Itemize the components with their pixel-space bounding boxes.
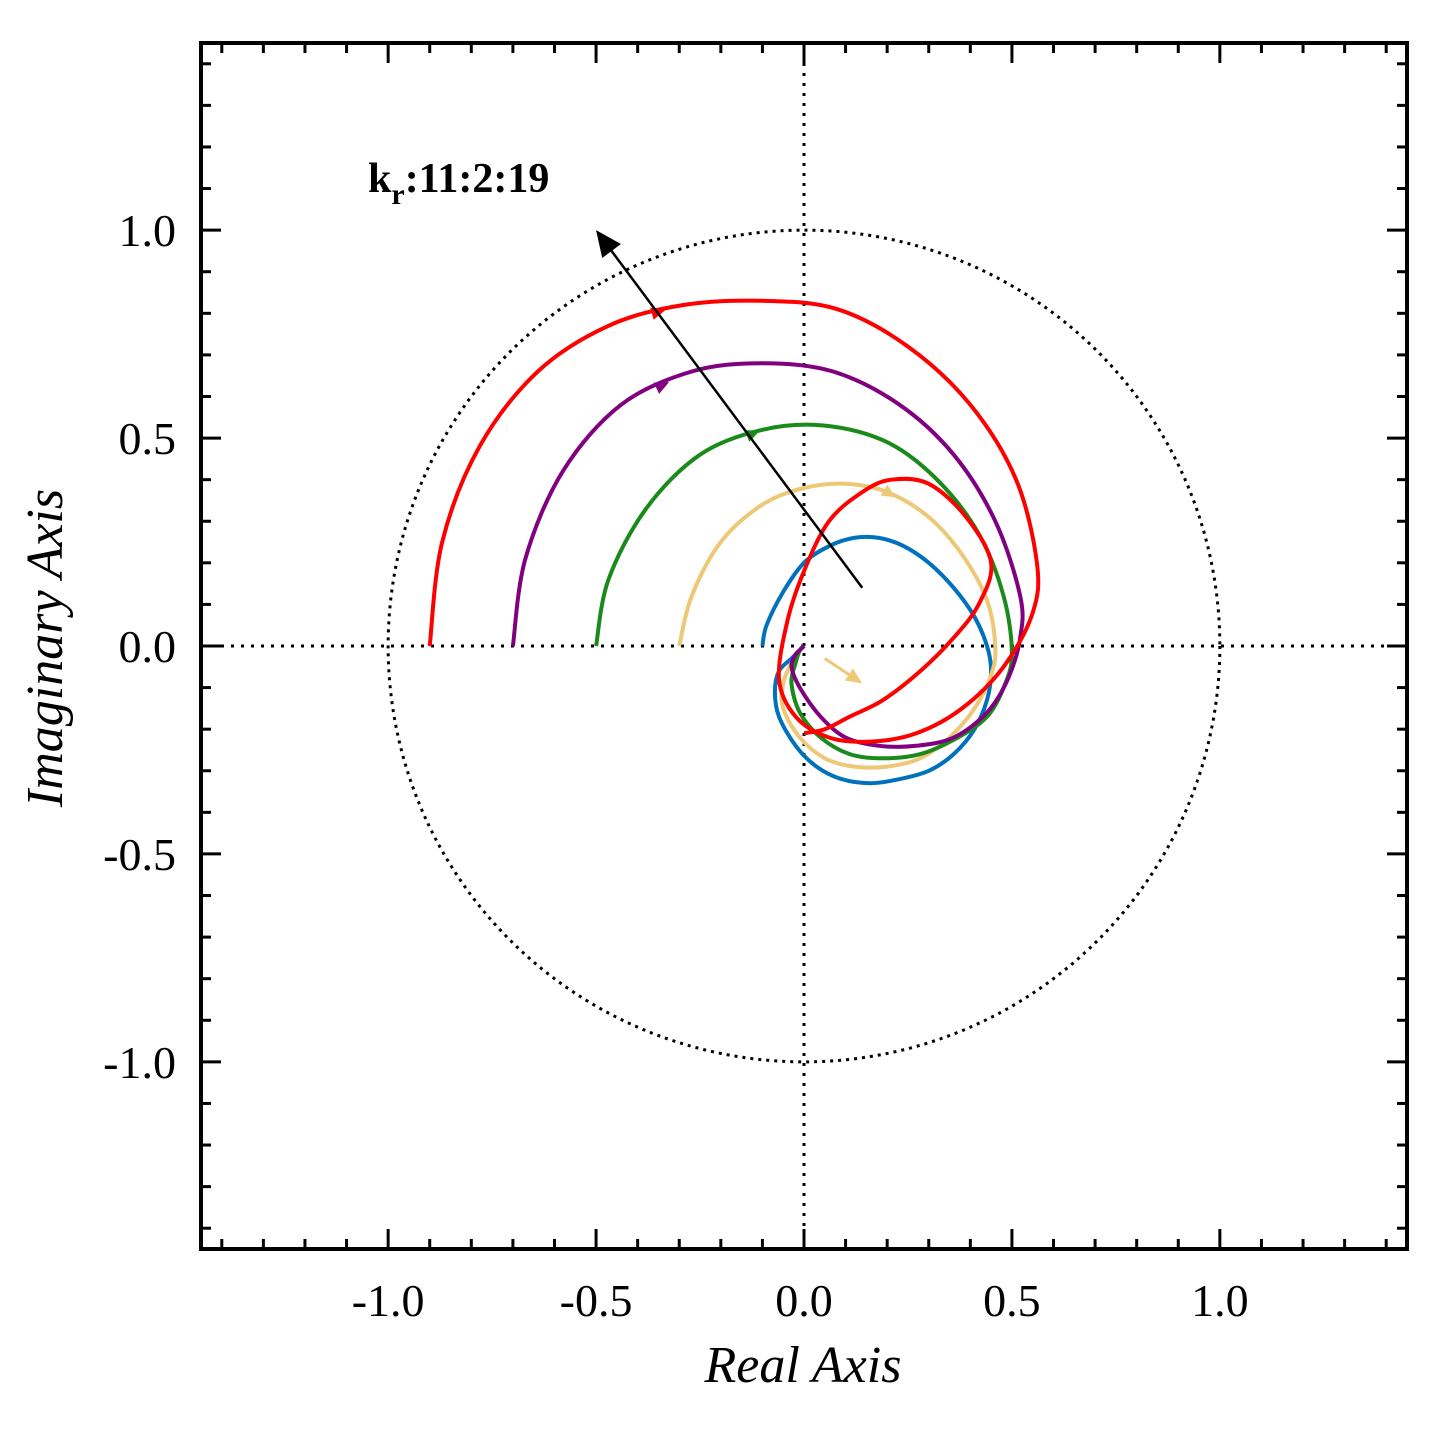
y-tick-label: 0.0: [119, 621, 177, 672]
direction-arrow: [880, 484, 896, 498]
x-axis-title: Real Axis: [704, 1337, 902, 1394]
series-4: [510, 361, 1025, 749]
side-arrow-head: [844, 668, 863, 684]
y-tick-label: 1.0: [119, 205, 177, 256]
annotation-main: k: [368, 156, 392, 202]
x-tick-label: 0.5: [983, 1275, 1041, 1326]
annotation-label: kr:11:2:19: [368, 156, 549, 211]
annotation-subscript: r: [391, 178, 404, 211]
series-line: [760, 534, 994, 786]
y-axis-title: Imaginary Axis: [17, 489, 74, 808]
x-tick-label: -1.0: [352, 1275, 425, 1326]
x-tick-label: -0.5: [560, 1275, 633, 1326]
direction-arrow: [653, 382, 670, 394]
y-tick-label: -0.5: [103, 829, 176, 880]
x-tick-label: 0.0: [775, 1275, 833, 1326]
annotation-arrow-head: [596, 230, 621, 258]
annotation-layer: [596, 230, 864, 589]
series-1: [760, 534, 994, 786]
series-line: [427, 298, 1041, 744]
series-line: [510, 361, 1025, 749]
x-tick-label: 1.0: [1191, 1275, 1249, 1326]
unit-circle: [386, 228, 1222, 1064]
annotation-arrow-shaft: [605, 243, 864, 589]
y-tick-label: -1.0: [103, 1037, 176, 1088]
tick-layer: -1.0 -0.5 0.0 0.5 1.0 -1.0 -0.5 0.0 0.5 1.0: [103, 43, 1407, 1326]
y-tick-label: 0.5: [119, 413, 177, 464]
annotation-rest: :11:2:19: [405, 156, 550, 202]
